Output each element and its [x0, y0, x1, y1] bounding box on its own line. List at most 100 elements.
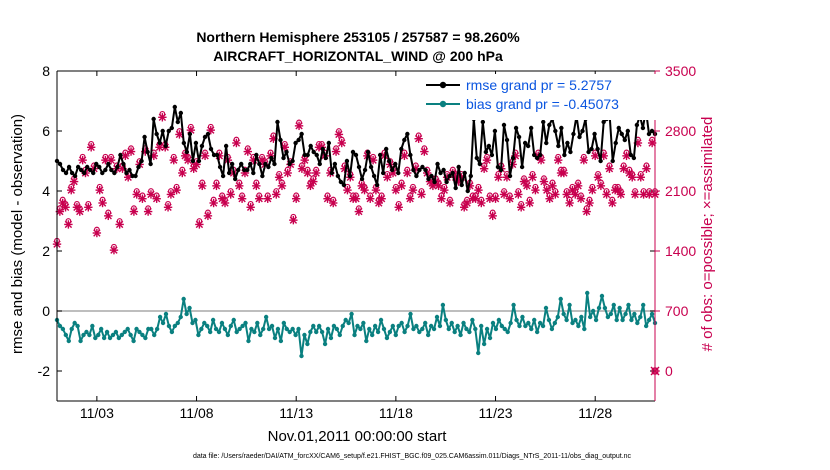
bias-point: [113, 329, 119, 335]
bias-point: [420, 326, 425, 332]
rmse-point: [88, 167, 93, 173]
obs-assimilated-marker: [243, 147, 252, 156]
bias-point: [355, 323, 360, 329]
obs-assimilated-marker: [360, 185, 369, 195]
bias-point: [593, 317, 599, 323]
obs-assimilated-marker: [542, 185, 551, 195]
bias-point: [570, 320, 575, 326]
bias-point: [458, 332, 463, 338]
obs-assimilated-marker: [132, 190, 141, 199]
obs-assimilated-marker: [246, 203, 255, 212]
rmse-point: [112, 170, 117, 176]
legend-bias-label: bias grand pr = -0.45073: [466, 96, 619, 112]
bias-point: [428, 323, 434, 329]
rmse-point: [124, 170, 129, 176]
bias-point: [199, 326, 204, 332]
rmse-point: [63, 170, 69, 176]
bias-point: [275, 326, 281, 332]
bias-point: [116, 335, 122, 341]
obs-assimilated-marker: [460, 203, 469, 212]
obs-assimilated-marker: [69, 177, 79, 186]
rmse-point: [610, 158, 615, 164]
obs-assimilated-marker: [354, 207, 364, 216]
bias-point: [490, 320, 496, 326]
bias-point: [134, 326, 139, 332]
rmse-point: [613, 140, 618, 146]
bias-point: [352, 332, 357, 338]
bias-point: [181, 296, 186, 302]
obs-assimilated-marker: [579, 155, 589, 165]
rmse-point: [329, 170, 335, 176]
bias-point: [526, 320, 531, 326]
rmse-point: [498, 167, 504, 173]
rmse-point: [305, 152, 310, 158]
rmse-point: [477, 161, 483, 167]
bias-point: [537, 320, 543, 326]
rmse-point: [417, 167, 422, 173]
bias-point: [384, 335, 390, 341]
x-tick-label: 11/28: [578, 405, 612, 421]
bias-point: [484, 326, 490, 332]
obs-assimilated-marker: [516, 203, 526, 212]
bias-point: [626, 302, 631, 308]
bias-point: [590, 308, 596, 314]
bias-point: [408, 311, 413, 317]
rmse-point: [172, 104, 177, 110]
rmse-point: [483, 149, 489, 155]
obs-assimilated-marker: [434, 181, 443, 191]
rmse-point: [350, 149, 356, 155]
rmse-point: [154, 131, 159, 137]
obs-assimilated-marker: [289, 215, 298, 225]
rmse-point: [414, 173, 419, 179]
bias-point: [266, 326, 272, 332]
rmse-point: [347, 173, 353, 179]
obs-assimilated-marker: [462, 198, 472, 208]
obs-assimilated-marker: [217, 194, 227, 203]
bias-point: [646, 317, 652, 323]
rmse-point: [248, 161, 253, 167]
obs-assimilated-marker: [619, 164, 628, 173]
rmse-point: [72, 173, 78, 179]
bias-point: [261, 326, 266, 332]
bias-point: [558, 296, 563, 302]
bias-point: [207, 329, 213, 335]
obs-assimilated-marker: [397, 181, 406, 191]
bias-point: [596, 305, 602, 311]
rmse-point: [541, 119, 546, 125]
bias-point: [57, 323, 63, 329]
rmse-point: [245, 167, 250, 173]
rmse-point: [553, 128, 558, 134]
bias-point: [169, 329, 175, 335]
obs-assimilated-marker: [505, 194, 514, 203]
rmse-point: [184, 149, 190, 155]
rmse-point: [353, 152, 359, 158]
obs-assimilated-marker: [294, 121, 304, 131]
rmse-point: [211, 152, 217, 158]
rmse-point: [199, 143, 205, 149]
obs-assimilated-marker: [158, 113, 167, 122]
obs-assimilated-marker: [55, 207, 65, 216]
bias-point: [119, 332, 125, 338]
bias-point: [234, 329, 239, 335]
y2-tick-label: 3500: [665, 63, 696, 79]
bias-point: [375, 329, 381, 335]
rmse-point: [649, 128, 655, 134]
rmse-point: [492, 128, 498, 134]
rmse-point: [287, 161, 292, 167]
bias-point: [381, 326, 387, 332]
obs-assimilated-marker: [235, 181, 244, 191]
obs-assimilated-marker: [163, 203, 173, 212]
obs-assimilated-marker: [479, 164, 489, 173]
obs-assimilated-marker: [104, 211, 113, 221]
rmse-point: [75, 164, 81, 170]
obs-assimilated-marker: [608, 198, 617, 208]
obs-assimilated-marker: [374, 198, 383, 208]
bias-point: [269, 323, 275, 329]
rmse-point: [66, 164, 72, 170]
obs-assimilated-marker: [311, 168, 321, 178]
bias-point: [322, 341, 328, 347]
bias-point: [623, 311, 628, 317]
rmse-point: [133, 173, 138, 179]
rmse-point: [592, 131, 597, 137]
obs-assimilated-marker: [334, 130, 344, 139]
